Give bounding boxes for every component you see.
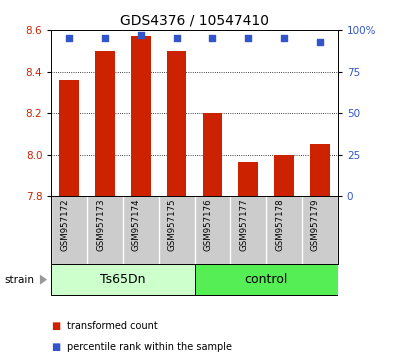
Bar [203,113,222,196]
Text: GSM957176: GSM957176 [203,199,213,251]
Bar [51,264,194,295]
Point [209,35,216,41]
Bar [310,144,330,196]
Bar [59,80,79,196]
Bar [95,51,115,196]
Text: GSM957173: GSM957173 [96,199,105,251]
Title: GDS4376 / 10547410: GDS4376 / 10547410 [120,13,269,28]
Text: GSM957172: GSM957172 [60,199,69,251]
Bar [131,36,150,196]
Text: strain: strain [4,275,34,285]
Bar [194,264,338,295]
Text: GSM957174: GSM957174 [132,199,141,251]
Point [138,32,144,38]
Text: GSM957175: GSM957175 [167,199,177,251]
Point [173,35,180,41]
Text: GSM957179: GSM957179 [311,199,320,251]
Bar [239,162,258,196]
Point [66,35,72,41]
Text: ■: ■ [51,321,60,331]
Text: GSM957177: GSM957177 [239,199,248,251]
Bar [167,51,186,196]
Point [102,35,108,41]
Text: percentile rank within the sample: percentile rank within the sample [67,342,232,352]
Point [245,35,251,41]
Point [317,39,323,45]
Point [281,35,287,41]
Text: transformed count: transformed count [67,321,158,331]
Bar [274,155,294,196]
Text: GSM957178: GSM957178 [275,199,284,251]
Text: Ts65Dn: Ts65Dn [100,273,146,286]
Polygon shape [40,275,47,285]
Text: control: control [245,273,288,286]
Text: ■: ■ [51,342,60,352]
